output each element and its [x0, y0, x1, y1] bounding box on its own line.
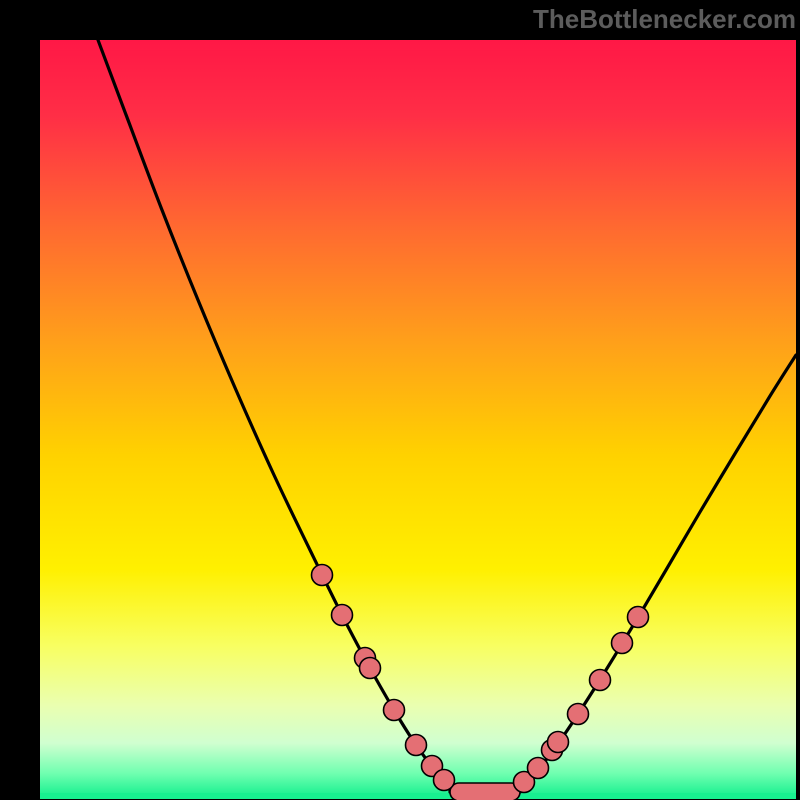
chart-frame: TheBottlenecker.com — [0, 0, 800, 800]
plot-area — [40, 40, 796, 796]
watermark-text: TheBottlenecker.com — [533, 4, 796, 35]
